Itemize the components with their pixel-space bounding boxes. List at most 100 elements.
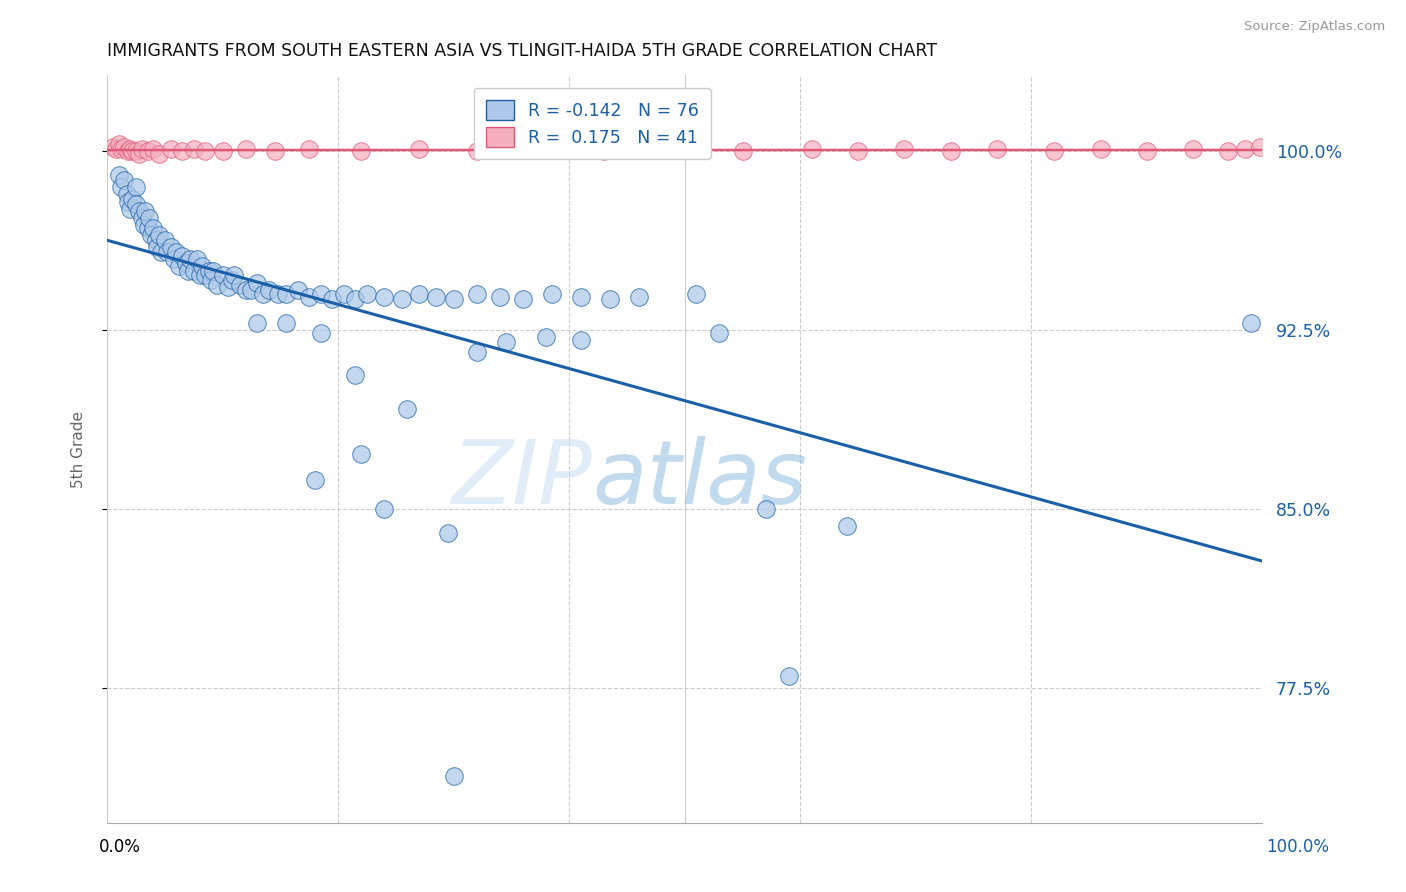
Point [1249, 139, 1271, 153]
Point [569, 290, 592, 304]
Point [112, 173, 135, 187]
Point [240, 283, 263, 297]
Point [408, 142, 430, 156]
Point [309, 287, 332, 301]
Point [835, 518, 858, 533]
Point [131, 211, 153, 226]
Point [117, 194, 139, 209]
Point [709, 326, 731, 340]
Point [148, 227, 170, 242]
Point [188, 268, 211, 283]
Point [148, 146, 170, 161]
Point [1240, 316, 1263, 330]
Point [304, 473, 326, 487]
Point [443, 769, 465, 783]
Point [350, 145, 373, 159]
Point [115, 187, 138, 202]
Point [145, 233, 167, 247]
Point [267, 287, 290, 301]
Point [179, 252, 201, 266]
Point [120, 142, 142, 156]
Point [191, 259, 214, 273]
Point [142, 220, 165, 235]
Point [350, 447, 373, 461]
Point [939, 145, 962, 159]
Point [495, 335, 517, 350]
Point [627, 290, 650, 304]
Point [142, 142, 165, 156]
Point [534, 330, 557, 344]
Point [800, 142, 823, 156]
Point [110, 180, 132, 194]
Point [186, 252, 208, 266]
Point [145, 240, 167, 254]
Point [396, 401, 419, 416]
Point [101, 139, 124, 153]
Point [276, 287, 298, 301]
Point [465, 344, 488, 359]
Point [217, 280, 239, 294]
Point [391, 292, 413, 306]
Point [128, 204, 150, 219]
Point [159, 240, 181, 254]
Point [465, 287, 488, 301]
Legend: R = -0.142   N = 76, R =  0.175   N = 41: R = -0.142 N = 76, R = 0.175 N = 41 [474, 87, 711, 159]
Point [276, 316, 298, 330]
Point [211, 268, 233, 283]
Point [1182, 142, 1205, 156]
Point [599, 292, 621, 306]
Text: atlas: atlas [592, 436, 807, 523]
Point [165, 244, 187, 259]
Point [136, 220, 159, 235]
Point [246, 276, 269, 290]
Point [685, 287, 707, 301]
Point [156, 244, 179, 259]
Point [321, 292, 343, 306]
Point [183, 142, 205, 156]
Point [163, 252, 186, 266]
Point [1043, 145, 1066, 159]
Y-axis label: 5th Grade: 5th Grade [72, 411, 86, 488]
Point [150, 244, 173, 259]
Point [107, 169, 129, 183]
Point [344, 292, 367, 306]
Point [202, 263, 225, 277]
Point [662, 142, 685, 156]
Point [1136, 145, 1159, 159]
Point [139, 227, 162, 242]
Point [287, 283, 309, 297]
Point [569, 333, 592, 347]
Point [177, 263, 200, 277]
Point [105, 142, 128, 156]
Point [541, 287, 564, 301]
Point [131, 142, 153, 156]
Point [893, 142, 915, 156]
Point [257, 283, 280, 297]
Point [298, 290, 321, 304]
Point [121, 192, 143, 206]
Point [408, 287, 430, 301]
Point [263, 145, 285, 159]
Point [125, 197, 148, 211]
Point [107, 137, 129, 152]
Point [298, 142, 321, 156]
Point [1216, 145, 1239, 159]
Point [333, 287, 356, 301]
Point [194, 268, 217, 283]
Point [197, 263, 219, 277]
Point [778, 669, 800, 683]
Point [1234, 142, 1257, 156]
Point [136, 145, 159, 159]
Point [112, 139, 135, 153]
Point [235, 142, 257, 156]
Point [755, 502, 778, 516]
Point [125, 180, 148, 194]
Point [153, 233, 176, 247]
Point [134, 204, 156, 219]
Point [986, 142, 1008, 156]
Point [183, 263, 205, 277]
Point [211, 145, 233, 159]
Point [121, 145, 143, 159]
Text: ZIP: ZIP [451, 436, 592, 523]
Point [200, 273, 222, 287]
